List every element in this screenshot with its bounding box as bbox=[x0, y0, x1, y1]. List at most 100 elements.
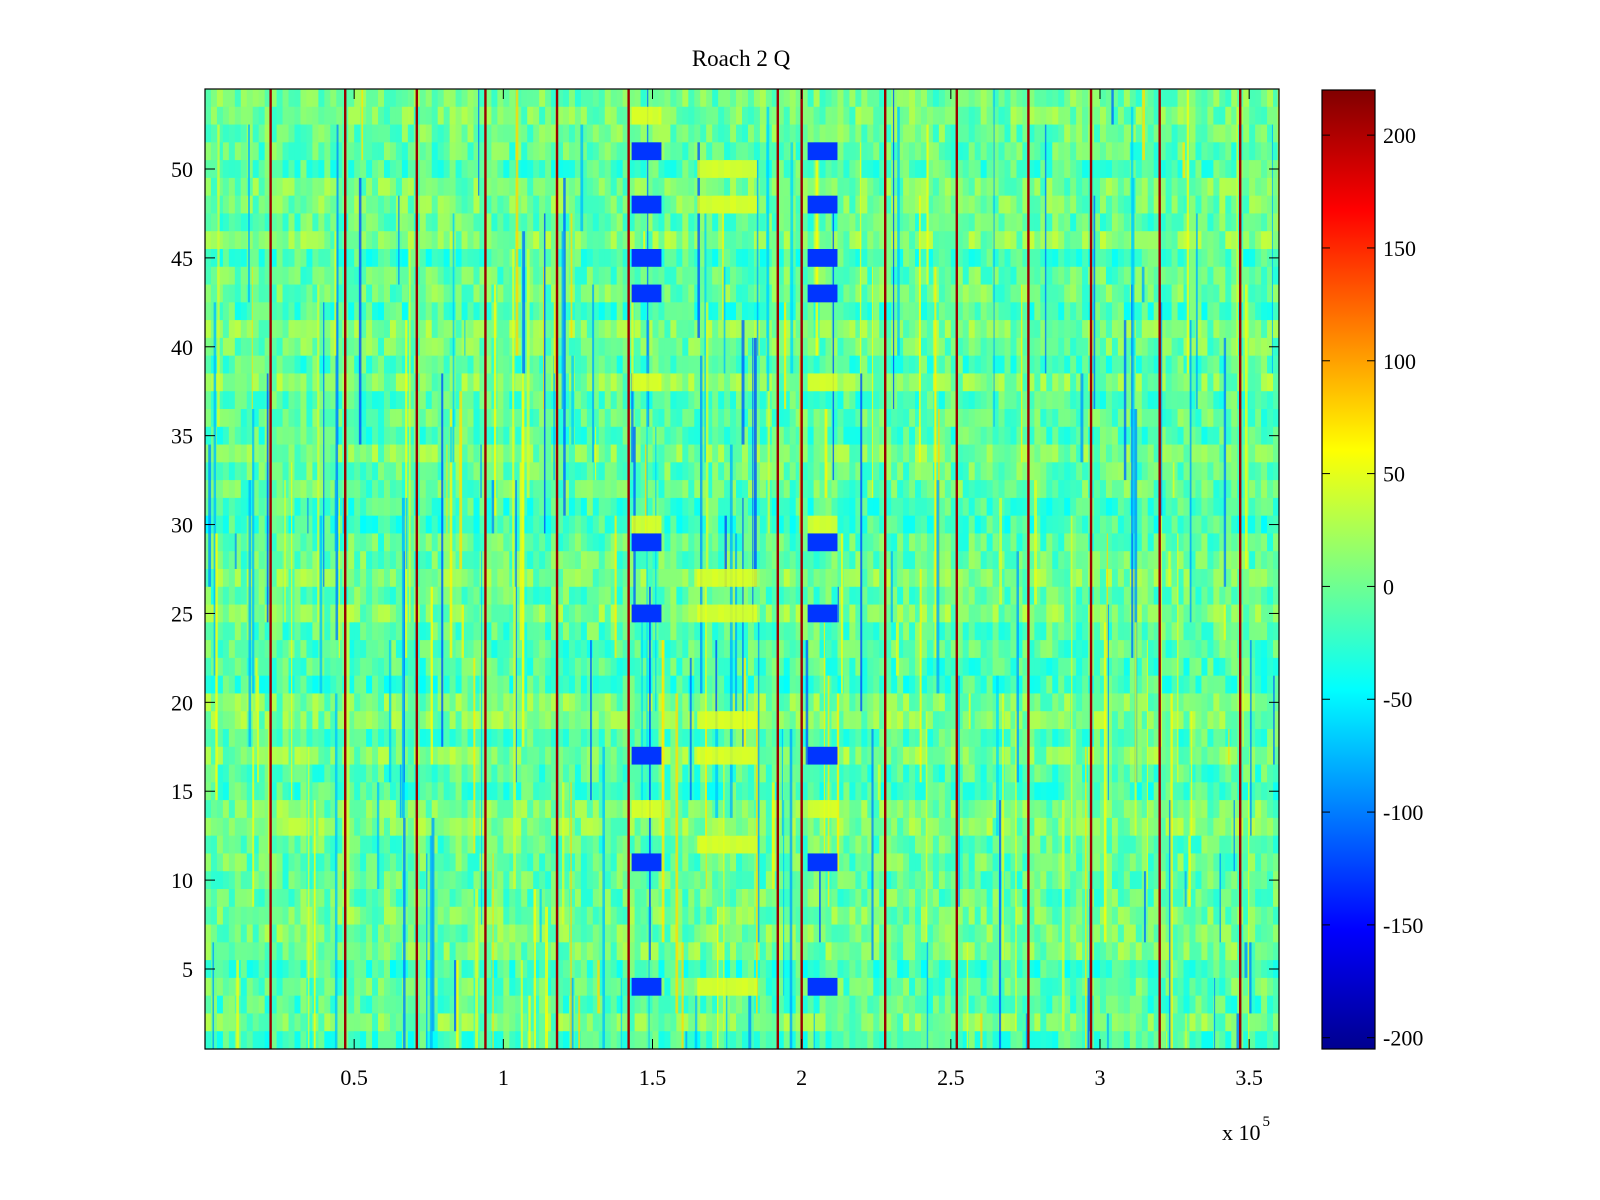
heatmap-cell bbox=[1034, 249, 1041, 268]
heatmap-cell bbox=[389, 106, 397, 126]
heatmap-cell bbox=[270, 320, 278, 339]
heatmap-cell bbox=[1046, 142, 1053, 161]
heatmap-cell bbox=[682, 533, 689, 552]
heatmap-cell bbox=[646, 337, 654, 357]
heatmap-cell bbox=[1034, 497, 1041, 517]
heatmap-cell bbox=[509, 160, 516, 179]
heatmap-cell bbox=[903, 497, 910, 517]
heatmap-cell bbox=[765, 89, 773, 108]
heatmap-cell bbox=[1141, 426, 1149, 446]
heatmap-cell bbox=[1267, 177, 1274, 197]
heatmap-cell bbox=[1165, 231, 1173, 250]
heatmap-cell bbox=[1052, 337, 1059, 357]
heatmap-cell bbox=[503, 409, 510, 428]
heatmap-cell bbox=[873, 106, 880, 126]
heatmap-cell bbox=[1064, 444, 1071, 463]
heatmap-cell bbox=[1046, 160, 1053, 179]
heatmap-cell bbox=[1070, 551, 1077, 570]
heatmap-cell bbox=[252, 266, 260, 286]
heatmap-cell bbox=[867, 124, 874, 143]
heatmap-cell bbox=[861, 195, 868, 215]
heatmap-cell bbox=[574, 142, 582, 161]
heatmap-cell bbox=[932, 160, 940, 179]
heatmap-cell bbox=[521, 177, 528, 197]
heatmap-cell bbox=[747, 515, 755, 535]
heatmap-cell bbox=[1105, 373, 1113, 392]
heatmap-cell bbox=[1040, 231, 1047, 250]
heatmap-cell bbox=[1231, 533, 1238, 552]
heatmap-cell bbox=[473, 391, 481, 410]
heatmap-cell bbox=[759, 195, 767, 215]
heatmap-cell bbox=[443, 284, 451, 303]
heatmap-cell bbox=[736, 391, 743, 410]
heatmap-cell bbox=[1028, 355, 1035, 375]
heatmap-cell bbox=[366, 426, 373, 446]
heatmap-cell bbox=[318, 302, 325, 321]
heatmap-cell bbox=[1117, 106, 1125, 126]
heatmap-cell bbox=[282, 320, 290, 339]
heatmap-cell bbox=[825, 302, 833, 321]
heatmap-cell bbox=[932, 124, 940, 143]
heatmap-cell bbox=[384, 249, 391, 268]
heatmap-cell bbox=[1016, 266, 1024, 286]
heatmap-cell bbox=[437, 497, 445, 517]
heatmap-cell bbox=[926, 533, 934, 552]
heatmap-cell bbox=[276, 462, 284, 481]
heatmap-cell bbox=[998, 142, 1006, 161]
heatmap-cell bbox=[885, 249, 892, 268]
heatmap-cell bbox=[258, 444, 266, 463]
heatmap-cell bbox=[897, 373, 904, 392]
heatmap-cell bbox=[395, 177, 403, 197]
heatmap-cell bbox=[205, 213, 212, 232]
heatmap-cell bbox=[419, 426, 427, 446]
heatmap-cell bbox=[861, 160, 868, 179]
heatmap-cell bbox=[1141, 266, 1149, 286]
heatmap-cell bbox=[1046, 337, 1053, 357]
heatmap-cell bbox=[288, 444, 296, 463]
heatmap-cell bbox=[962, 142, 970, 161]
heatmap-cell bbox=[1111, 373, 1119, 392]
heatmap-cell bbox=[1046, 302, 1053, 321]
heatmap-cell bbox=[825, 124, 833, 143]
heatmap-cell bbox=[1141, 373, 1149, 392]
heatmap-cell bbox=[372, 89, 379, 108]
heatmap-cell bbox=[1255, 533, 1262, 552]
heatmap-cell bbox=[294, 266, 302, 286]
heatmap-cell bbox=[336, 320, 343, 339]
heatmap-cell bbox=[222, 320, 230, 339]
heatmap-cell bbox=[759, 551, 767, 570]
heatmap-cell bbox=[813, 497, 821, 517]
heatmap-cell bbox=[915, 533, 922, 552]
heatmap-cell bbox=[1165, 373, 1173, 392]
heatmap-cell bbox=[1094, 89, 1101, 108]
heatmap-cell bbox=[646, 177, 654, 197]
heatmap-cell bbox=[366, 337, 373, 357]
heatmap-cell bbox=[843, 124, 850, 143]
heatmap-cell bbox=[1249, 497, 1256, 517]
heatmap-cell bbox=[246, 373, 254, 392]
heatmap-cell bbox=[986, 302, 994, 321]
heatmap-cell bbox=[801, 231, 809, 250]
heatmap-cell bbox=[921, 409, 928, 428]
heatmap-cell bbox=[998, 373, 1006, 392]
heatmap-cell bbox=[1165, 106, 1173, 126]
heatmap-cell bbox=[921, 124, 928, 143]
heatmap-cell bbox=[378, 160, 385, 179]
heatmap-cell bbox=[372, 337, 379, 357]
heatmap-cell bbox=[1010, 462, 1018, 481]
heatmap-cell bbox=[509, 106, 516, 126]
heatmap-cell bbox=[479, 231, 487, 250]
heatmap-cell bbox=[891, 302, 898, 321]
heatmap-cell bbox=[1123, 355, 1131, 375]
heatmap-cell bbox=[909, 177, 916, 197]
heatmap-cell bbox=[861, 266, 868, 286]
heatmap-cell bbox=[431, 266, 439, 286]
heatmap-cell bbox=[616, 124, 624, 143]
heatmap-cell bbox=[974, 249, 982, 268]
heatmap-cell bbox=[1034, 409, 1041, 428]
heatmap-cell bbox=[407, 551, 415, 570]
heatmap-cell bbox=[742, 355, 749, 375]
heatmap-cell bbox=[545, 373, 552, 392]
heatmap-cell bbox=[1231, 409, 1238, 428]
heatmap-cell bbox=[676, 142, 683, 161]
